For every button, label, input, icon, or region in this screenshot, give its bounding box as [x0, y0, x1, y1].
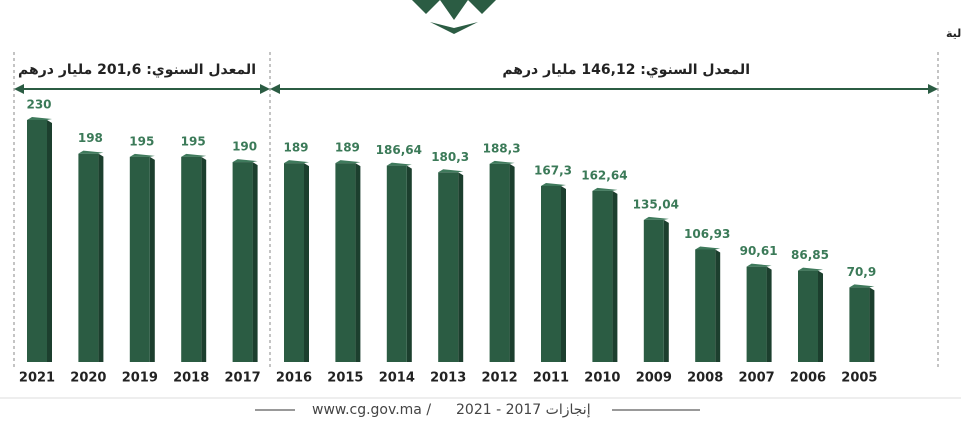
bar	[643, 219, 664, 362]
x-tick-label: 2007	[739, 371, 775, 386]
value-label: 135,04	[633, 197, 679, 211]
bar-top	[181, 153, 207, 157]
bar	[746, 266, 767, 362]
value-label: 70,9	[847, 265, 877, 279]
x-tick-label: 2020	[70, 371, 106, 386]
dividers	[13, 52, 939, 368]
bar-side	[458, 172, 464, 362]
bar	[798, 270, 818, 362]
bar-side	[561, 185, 566, 362]
x-tick-label: 2016	[276, 371, 312, 386]
x-tick-label: 2005	[841, 371, 877, 386]
x-tick-label: 2015	[327, 371, 363, 386]
bar-top	[592, 187, 618, 191]
value-label: 198	[78, 131, 103, 145]
bar	[438, 172, 459, 362]
bar-side	[47, 120, 52, 362]
value-label: 190	[232, 140, 257, 154]
x-tick-label: 2013	[430, 371, 466, 386]
bar-top	[232, 159, 258, 163]
bar-top	[798, 267, 823, 271]
bar	[849, 287, 870, 362]
bar-side	[869, 287, 875, 362]
bar	[335, 163, 356, 362]
x-tick-label: 2014	[379, 371, 415, 386]
range-arrows	[14, 84, 938, 94]
bar	[232, 162, 253, 362]
annotation: المعدل السنوي: 201,6 مليار درهم	[18, 62, 256, 79]
x-tick-label: 2018	[173, 371, 209, 386]
bar-side	[406, 165, 412, 362]
value-label: 195	[129, 134, 154, 148]
bar	[541, 185, 561, 362]
bar-top	[78, 150, 104, 154]
bar-top	[335, 160, 361, 164]
bar-side	[818, 270, 823, 362]
bar-top	[489, 160, 515, 164]
bar-top	[386, 162, 412, 166]
bar	[284, 163, 304, 362]
bar-side	[715, 249, 721, 362]
footer-label: 2021 - 2017 إنجازات	[456, 402, 591, 418]
bar-top	[438, 169, 464, 173]
bar	[592, 190, 613, 362]
bar-top	[643, 216, 669, 220]
footer-site: www.cg.gov.ma /	[312, 402, 431, 418]
bar-top	[849, 284, 875, 288]
bar-side	[252, 162, 258, 362]
value-label: 162,64	[581, 168, 627, 182]
x-tick-label: 2019	[122, 371, 158, 386]
value-label: 186,64	[376, 143, 422, 157]
bar-top	[541, 182, 566, 186]
bar-side	[509, 163, 515, 362]
value-label: 189	[335, 141, 360, 155]
value-label: 86,85	[791, 248, 829, 262]
value-label: 167,3	[534, 163, 572, 177]
bar-top	[129, 153, 155, 157]
bar	[181, 156, 202, 362]
value-label: 230	[26, 98, 51, 112]
bar-side	[766, 266, 772, 362]
value-label: 106,93	[684, 227, 730, 241]
source: المصدر: المذكرات التقديمية لقوانين المال…	[946, 27, 961, 40]
value-label: 188,3	[483, 141, 521, 155]
bar-side	[663, 219, 669, 362]
value-label: 90,61	[740, 244, 778, 258]
x-tick-label: 2008	[687, 371, 723, 386]
logo	[412, 0, 496, 34]
bar-side	[612, 190, 618, 362]
bar-top	[27, 117, 52, 120]
bar	[78, 153, 99, 362]
bar-top	[746, 263, 772, 267]
value-label: 180,3	[431, 150, 469, 164]
bar-side	[201, 156, 207, 362]
x-tick-label: 2017	[225, 371, 261, 386]
x-tick-label: 2021	[19, 371, 55, 386]
bar-top	[695, 246, 721, 250]
x-tick-label: 2009	[636, 371, 672, 386]
x-tick-label: 2006	[790, 371, 826, 386]
bar-side	[304, 163, 309, 362]
bar-side	[149, 156, 155, 362]
value-label: 195	[181, 134, 206, 148]
x-tick-label: 2012	[482, 371, 518, 386]
x-tick-label: 2011	[533, 371, 569, 386]
annotation: المعدل السنوي: 146,12 مليار درهم	[502, 62, 750, 79]
bar	[695, 249, 716, 362]
bar	[129, 156, 150, 362]
bar-top	[284, 160, 309, 164]
bar	[386, 165, 407, 362]
bar	[27, 120, 47, 362]
bar-side	[355, 163, 361, 362]
value-label: 189	[283, 141, 308, 155]
bar-side	[98, 153, 104, 362]
bar	[489, 163, 510, 362]
x-tick-label: 2010	[584, 371, 620, 386]
